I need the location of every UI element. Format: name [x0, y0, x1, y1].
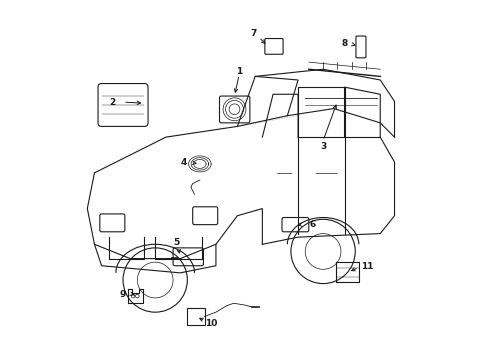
Text: 2: 2: [109, 98, 115, 107]
Text: 1: 1: [236, 67, 242, 76]
Text: 10: 10: [205, 319, 217, 328]
Text: 6: 6: [308, 220, 315, 229]
Text: 3: 3: [319, 141, 325, 150]
Text: 4: 4: [180, 158, 186, 167]
Text: 8: 8: [341, 39, 347, 48]
Text: 9: 9: [119, 290, 125, 299]
Text: 7: 7: [250, 29, 256, 38]
Text: 5: 5: [173, 238, 180, 247]
Text: 11: 11: [361, 262, 373, 271]
